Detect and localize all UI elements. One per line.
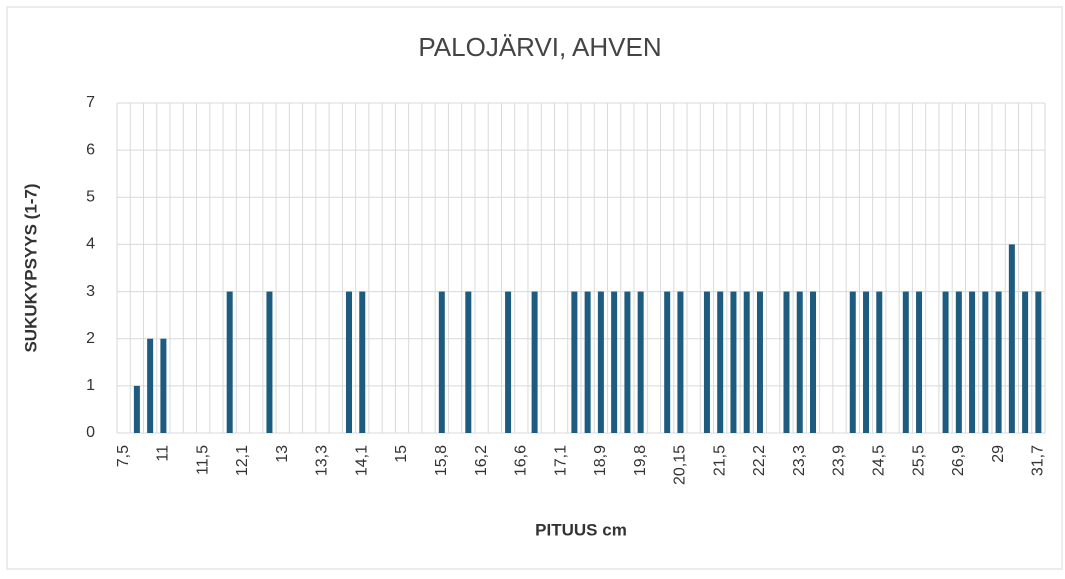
y-tick-label: 2 xyxy=(86,330,95,347)
x-tick-label: 23,3 xyxy=(791,445,808,476)
bar xyxy=(624,291,631,433)
x-tick-label: 23,9 xyxy=(831,445,848,476)
bar xyxy=(730,291,737,433)
bar xyxy=(756,291,763,433)
x-tick-label: 11 xyxy=(155,445,172,462)
x-tick-label: 20,15 xyxy=(672,445,689,485)
bar xyxy=(955,291,962,433)
x-tick-label: 13,3 xyxy=(314,445,331,476)
bar xyxy=(571,291,578,433)
bar xyxy=(677,291,684,433)
chart-frame xyxy=(6,6,1063,570)
x-tick-label: 22,2 xyxy=(751,445,768,476)
x-tick-label: 18,9 xyxy=(592,445,609,476)
bar xyxy=(147,338,154,433)
bar xyxy=(226,291,233,433)
bar xyxy=(969,291,976,433)
bar xyxy=(133,385,140,433)
chart-title: PALOJÄRVI, AHVEN xyxy=(418,32,661,62)
x-tick-label: 15 xyxy=(393,445,410,463)
bar xyxy=(597,291,604,433)
bar xyxy=(584,291,591,433)
y-tick-label: 1 xyxy=(86,377,95,394)
bar xyxy=(1008,244,1015,433)
x-tick-label: 19,8 xyxy=(632,445,649,476)
bar xyxy=(266,291,273,433)
bar xyxy=(876,291,883,433)
y-tick-label: 5 xyxy=(86,189,95,206)
x-tick-label: 17,1 xyxy=(552,445,569,476)
bar xyxy=(664,291,671,433)
x-tick-label: 15,8 xyxy=(433,445,450,476)
x-tick-label: 21,5 xyxy=(711,445,728,476)
bar xyxy=(611,291,618,433)
x-tick-label: 16,6 xyxy=(513,445,530,476)
bar xyxy=(995,291,1002,433)
bar xyxy=(849,291,856,433)
bar xyxy=(346,291,352,433)
x-tick-label: 31,7 xyxy=(1030,445,1047,476)
bar xyxy=(796,291,803,433)
bar xyxy=(438,291,445,433)
bar xyxy=(703,291,710,433)
x-tick-label: 11,5 xyxy=(194,445,211,475)
y-tick-label: 7 xyxy=(86,94,95,111)
bar xyxy=(783,291,790,433)
bar xyxy=(717,291,724,433)
x-tick-label: 29 xyxy=(990,445,1007,463)
bar xyxy=(160,338,167,433)
bar xyxy=(916,291,923,433)
bar xyxy=(1022,291,1029,433)
x-tick-label: 16,2 xyxy=(473,445,490,476)
x-axis-label: PITUUS cm xyxy=(535,520,627,539)
bar xyxy=(531,291,538,433)
bar xyxy=(465,291,472,433)
bar xyxy=(359,291,366,433)
bar xyxy=(743,291,750,433)
y-tick-label: 4 xyxy=(86,236,95,253)
bar xyxy=(505,291,512,433)
bar xyxy=(1035,291,1042,433)
bar xyxy=(863,291,870,433)
x-tick-label: 13 xyxy=(274,445,291,463)
x-tick-label: 14,1 xyxy=(353,445,370,476)
x-tick-label: 12,1 xyxy=(234,445,251,476)
x-tick-label: 7,5 xyxy=(115,445,132,467)
y-tick-label: 6 xyxy=(86,141,95,158)
y-axis-label: SUKUKYPSYYS (1-7) xyxy=(21,183,40,352)
x-tick-label: 26,9 xyxy=(950,445,967,476)
y-tick-label: 0 xyxy=(86,424,95,441)
bar xyxy=(810,291,816,433)
x-tick-label: 25,5 xyxy=(910,445,927,476)
y-tick-label: 3 xyxy=(86,283,95,300)
bar xyxy=(637,291,644,433)
bar xyxy=(902,291,909,433)
bar xyxy=(982,291,989,433)
x-tick-label: 24,5 xyxy=(871,445,888,476)
bar xyxy=(942,291,949,433)
